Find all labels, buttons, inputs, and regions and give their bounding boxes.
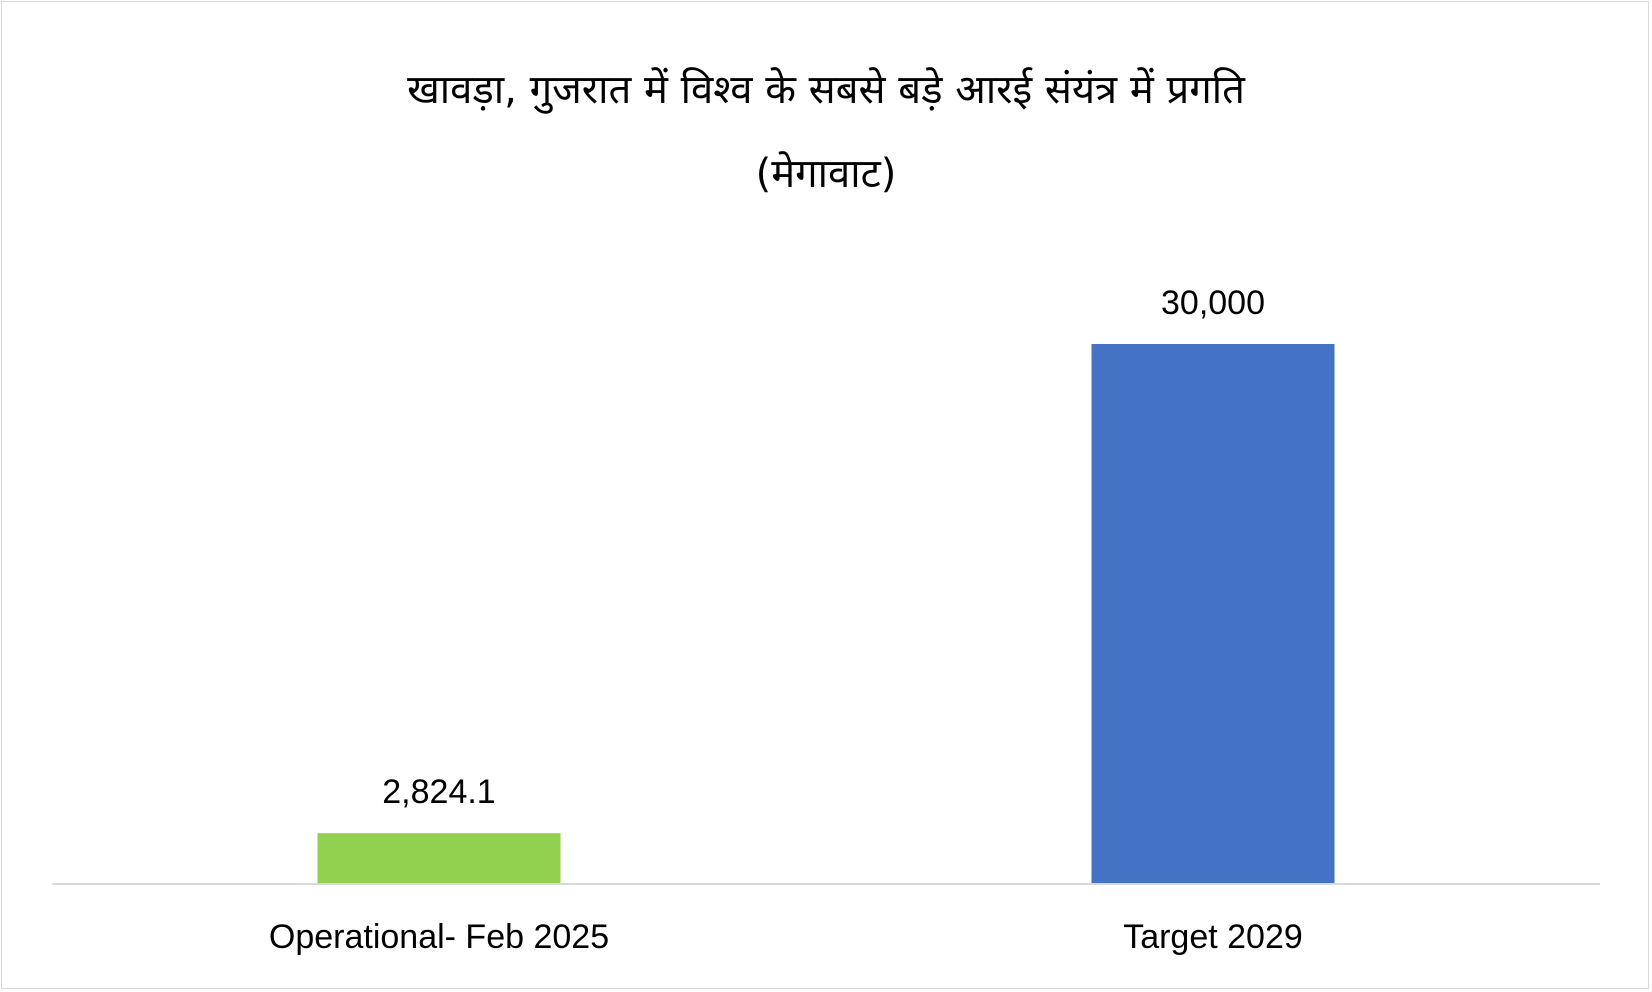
data-label-2: 30,000 <box>1161 284 1265 322</box>
chart-subtitle: (मेगावाट) <box>755 151 897 197</box>
bars-group <box>317 344 1335 884</box>
labels-group: 2,824.1 Operational- Feb 2025 30,000 Target… <box>269 284 1303 956</box>
chart-title-block: खावड़ा, गुजरात में विश्व के सबसे बड़े आर… <box>2 48 1650 216</box>
x-tick-label-2: Target 2029 <box>1123 918 1303 956</box>
data-label-1: 2,824.1 <box>382 773 495 811</box>
bar-2 <box>1091 344 1335 884</box>
x-tick-label-1: Operational- Feb 2025 <box>269 918 609 956</box>
chart-title: खावड़ा, गुजरात में विश्व के सबसे बड़े आर… <box>407 67 1245 113</box>
bar-1 <box>317 833 561 884</box>
